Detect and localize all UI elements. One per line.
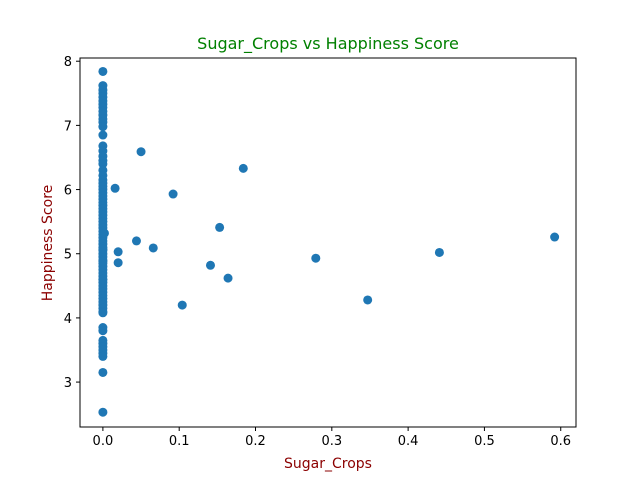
scatter-point	[98, 159, 108, 169]
scatter-point	[223, 273, 233, 283]
scatter-point	[98, 367, 108, 377]
y-tick-label: 8	[64, 55, 72, 70]
scatter-point	[98, 122, 108, 132]
scatter-point	[177, 300, 187, 310]
scatter-point	[131, 236, 141, 246]
y-axis-label: Happiness Score	[40, 185, 56, 302]
scatter-point	[99, 228, 109, 238]
scatter-point	[311, 253, 321, 263]
y-tick-label: 6	[64, 184, 72, 199]
plot-frame	[79, 57, 577, 428]
scatter-point	[113, 247, 123, 257]
x-tick-label: 0.5	[474, 434, 495, 449]
scatter-point	[113, 258, 123, 268]
scatter-point	[98, 66, 108, 76]
scatter-point	[98, 351, 108, 361]
x-axis-label: Sugar_Crops	[284, 456, 372, 472]
scatter-point	[215, 222, 225, 232]
scatter-point	[98, 326, 108, 336]
scatter-point	[98, 244, 108, 254]
scatter-point	[168, 189, 178, 199]
y-tick-label: 4	[64, 312, 72, 327]
x-tick-label: 0.3	[321, 434, 342, 449]
x-tick-label: 0.2	[245, 434, 266, 449]
y-tick-label: 7	[64, 119, 72, 134]
x-axis-ticks: 0.0 0.1 0.2 0.3 0.4 0.5 0.6	[93, 427, 571, 449]
scatter-point	[363, 295, 373, 305]
scatter-point	[98, 274, 108, 284]
scatter-point	[98, 308, 108, 318]
y-axis-ticks: 3 4 5 6 7 8	[64, 55, 80, 391]
x-tick-label: 0.0	[93, 434, 114, 449]
x-tick-label: 0.6	[550, 434, 571, 449]
scatter-point	[98, 130, 108, 140]
scatter-point	[98, 407, 108, 417]
scatter-point	[98, 256, 108, 266]
x-tick-label: 0.4	[398, 434, 419, 449]
scatter-point	[205, 260, 215, 270]
plot-points	[98, 66, 560, 417]
y-tick-label: 3	[64, 376, 72, 391]
scatter-point	[434, 247, 444, 257]
y-tick-label: 5	[64, 248, 72, 263]
scatter-point	[148, 243, 158, 253]
chart-title: Sugar_Crops vs Happiness Score	[197, 34, 459, 54]
scatter-point	[238, 163, 248, 173]
scatter-point	[110, 183, 120, 193]
x-tick-label: 0.1	[169, 434, 190, 449]
scatter-point	[136, 147, 146, 157]
scatter-point	[550, 232, 560, 242]
